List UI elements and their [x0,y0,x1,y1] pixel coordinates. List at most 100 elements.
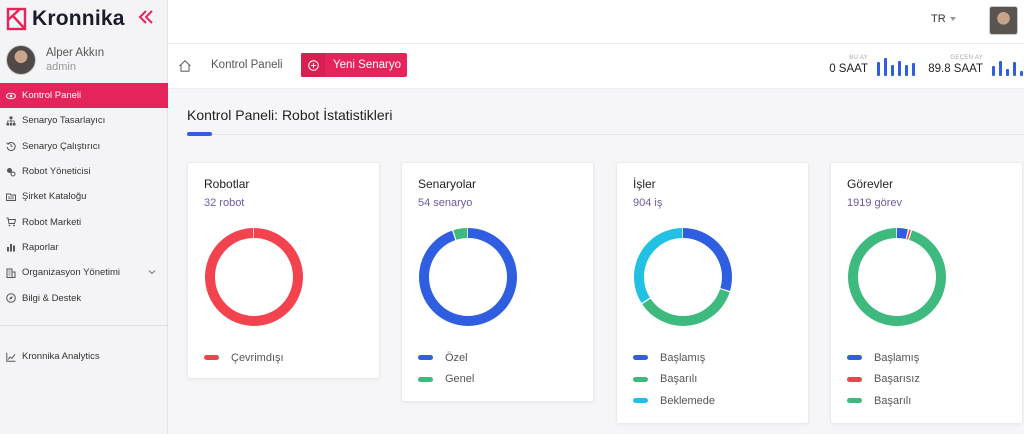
stat-value: 89.8 SAAT [928,63,983,75]
new-scenario-label: Yeni Senaryo [333,59,401,71]
donut-segment [634,228,732,326]
legend-item: Başlamış [847,347,920,369]
title-accent-bar [187,132,212,136]
legend-swatch [418,355,433,361]
sidebar-item-organizasyon-yonetimi[interactable]: Organizasyon Yönetimi [0,260,168,285]
sidebar-divider [0,325,168,326]
card-title: İşler [633,177,656,191]
plus-circle-icon [301,53,325,77]
card-subtitle: 54 senaryo [418,197,473,209]
language-label: TR [931,13,946,25]
legend: Başlamış Başarısız Başarılı [847,347,920,412]
legend-item: Başlamış [633,347,715,369]
sidebar-item-label: Robot Yöneticisi [22,166,91,178]
card-jobs: İşler 904 iş Başlamış Başarılı Beklemede [616,162,809,424]
sparkline-bar [877,62,880,76]
sidebar-item-senaryo-tasarlayici[interactable]: Senaryo Tasarlayıcı [0,108,168,133]
card-title: Senaryolar [418,177,477,191]
legend-label: Başarısız [874,373,920,386]
card-subtitle: 1919 görev [847,197,903,209]
card-title: Görevler [847,177,894,191]
sidebar-item-bilgi-destek[interactable]: Bilgi & Destek [0,285,168,310]
donut-chart-jobs [634,228,732,326]
legend-item: Özel [418,347,474,369]
legend-swatch [847,376,862,382]
legend-swatch [633,355,648,361]
sidebar-item-kontrol-paneli[interactable]: Kontrol Paneli [0,83,168,109]
legend-item: Başarısız [847,369,920,391]
legend: Özel Genel [418,347,474,390]
legend: Çevrimdışı [204,347,284,369]
legend-label: Beklemede [660,394,716,407]
building-icon [6,268,16,278]
donut-segment [848,228,946,326]
user-role: admin [46,61,76,73]
legend-item: Başarılı [847,390,920,412]
sidebar-item-label: Şirket Kataloğu [22,191,87,203]
sparkline-bar [992,66,995,76]
app-name: Kronnika [32,7,125,30]
app-logo[interactable]: Kronnika [6,6,125,32]
sparkline-last-month [992,58,1024,76]
caret-down-icon [949,17,956,21]
line-chart-icon [6,352,16,362]
sidebar-item-robot-marketi[interactable]: Robot Marketi [0,209,168,234]
sidebar-item-robot-yoneticisi[interactable]: Robot Yöneticisi [0,159,168,184]
sparkline-bar [1020,71,1023,76]
eye-icon [6,92,16,99]
sidebar-item-senaryo-calistirici[interactable]: Senaryo Çalıştırıcı [0,134,168,159]
folder-icon [6,193,16,201]
sidebar-item-kronnika-analytics[interactable]: Kronnika Analytics [0,344,168,369]
sparkline-bar [912,63,915,76]
legend-item: Beklemede [633,390,715,412]
card-robots: Robotlar 32 robot Çevrimdışı [187,162,380,379]
sidebar-item-label: Bilgi & Destek [22,292,82,304]
card-scenarios: Senaryolar 54 senaryo Özel Genel [401,162,594,402]
donut-segment [634,228,732,326]
legend-label: Başarılı [874,394,912,407]
sidebar-nav: Kontrol Paneli Senaryo Tasarlayıcı Senar… [0,83,168,311]
sidebar-item-label: Senaryo Çalıştırıcı [22,140,101,152]
user-avatar-menu[interactable] [989,6,1018,35]
new-scenario-button[interactable]: Yeni Senaryo [301,53,407,77]
cart-icon [6,217,16,227]
sparkline-bar [905,65,908,76]
legend-swatch [847,355,862,361]
breadcrumb[interactable]: Kontrol Paneli [211,59,283,71]
avatar [6,45,36,75]
legend-swatch [418,376,433,382]
legend-item: Genel [418,369,474,391]
sidebar-item-label: Organizasyon Yönetimi [22,267,121,279]
user-name: Alper Akkın [46,47,105,59]
chevron-down-icon[interactable] [148,268,156,276]
user-profile[interactable]: Alper Akkın admin [6,45,104,75]
legend-swatch [633,398,648,404]
sparkline-this-month [877,58,915,76]
donut-chart-robots [205,228,303,326]
sparkline-bar [898,61,901,76]
sparkline-bar [999,61,1002,76]
legend-swatch [847,398,862,404]
sidebar-item-sirket-katalogu[interactable]: Şirket Kataloğu [0,184,168,209]
sparkline-bar [884,58,887,76]
legend: Başlamış Başarılı Beklemede [633,347,715,412]
sidebar-item-label: Kronnika Analytics [22,351,100,363]
subheader: Kontrol Paneli Yeni Senaryo BU AY 0 SAAT… [168,44,1024,89]
collapse-sidebar-icon[interactable] [137,8,155,26]
sparkline-bar [1006,69,1009,76]
sidebar-item-raporlar[interactable]: Raporlar [0,235,168,260]
card-tasks: Görevler 1919 görev Başlamış Başarısız Baş… [830,162,1023,424]
compass-icon [6,293,16,303]
sidebar-item-label: Robot Marketi [22,216,82,228]
home-icon[interactable] [178,59,192,73]
donut-segment [205,228,303,326]
donut-segment [634,228,732,326]
legend-item: Başarılı [633,369,715,391]
legend-swatch [204,355,219,361]
stat-this-month: BU AY 0 SAAT [826,55,868,76]
donut-chart-tasks [848,228,946,326]
card-subtitle: 904 iş [633,197,663,209]
legend-label: Çevrimdışı [231,351,284,364]
language-selector[interactable]: TR [931,13,956,25]
sitemap-icon [6,116,16,126]
